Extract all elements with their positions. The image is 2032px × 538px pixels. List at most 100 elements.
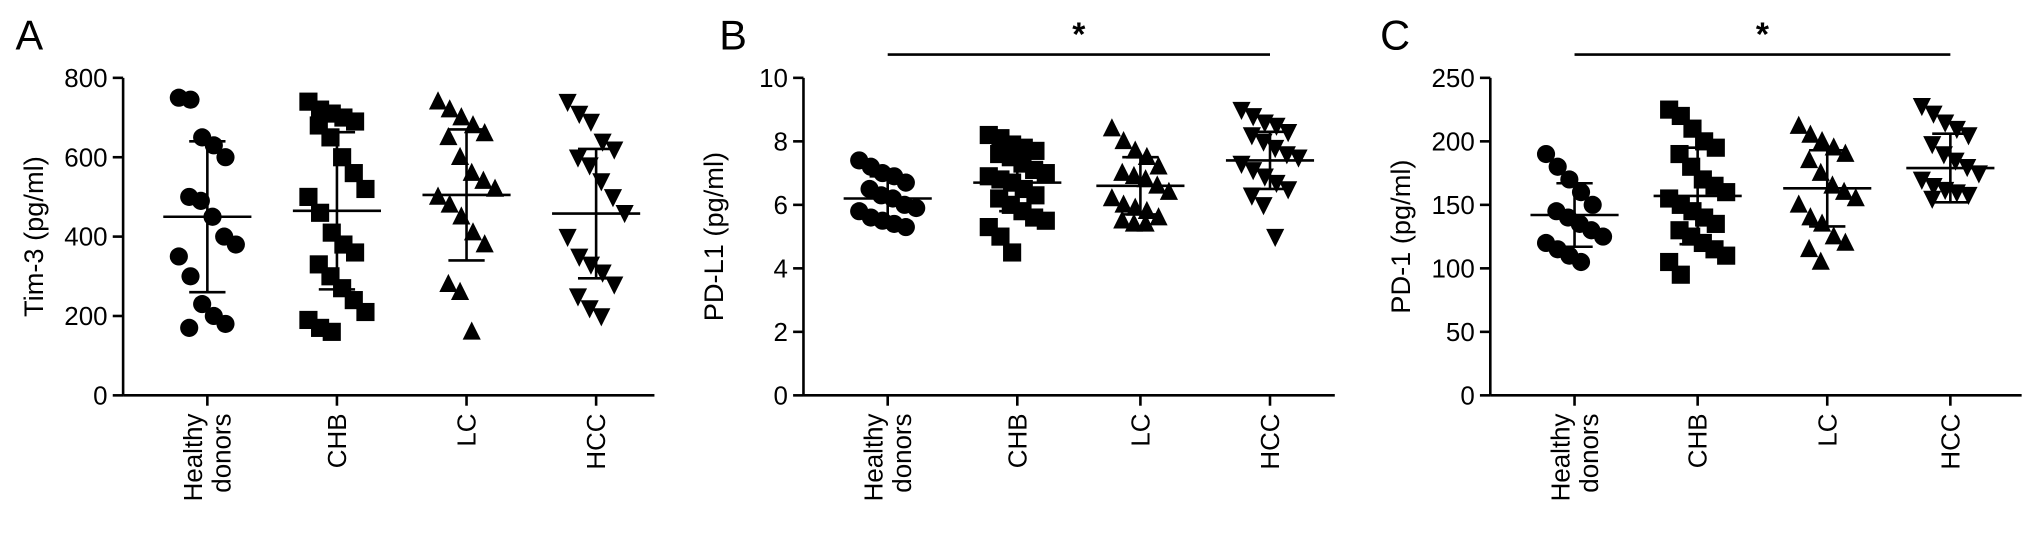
x-tick-label-line: HCC — [1257, 413, 1285, 469]
data-point — [1717, 246, 1736, 265]
y-tick-label: 400 — [64, 224, 107, 252]
x-tick-label-line: CHB — [324, 413, 352, 468]
x-tick-label-line: donors — [889, 413, 917, 492]
data-point — [1536, 144, 1556, 164]
x-tick-label: CHB — [324, 413, 352, 468]
y-axis-label: PD-1 (pg/ml) — [1385, 160, 1416, 314]
y-tick-label: 2 — [773, 319, 787, 347]
data-point — [311, 203, 330, 222]
data-point — [344, 164, 363, 183]
data-point — [1244, 162, 1263, 181]
data-point — [1835, 181, 1854, 200]
data-point — [1244, 108, 1263, 127]
x-tick-label: LC — [1127, 413, 1155, 446]
panel-label: B — [719, 11, 747, 58]
y-tick-label: 150 — [1432, 192, 1475, 220]
data-point — [1959, 186, 1978, 206]
data-point — [450, 281, 470, 300]
data-point — [452, 107, 471, 126]
x-tick-label-line: donors — [209, 413, 237, 492]
data-point — [1113, 162, 1132, 181]
data-point — [1267, 117, 1286, 136]
data-point — [1912, 98, 1931, 117]
data-point — [169, 247, 188, 266]
data-point — [1836, 232, 1855, 251]
x-tick-label-line: LC — [1814, 413, 1842, 446]
panel-label: C — [1380, 11, 1410, 58]
data-point — [1254, 133, 1273, 152]
data-point — [1266, 228, 1285, 247]
x-tick-label: HCC — [583, 413, 611, 469]
y-tick-label: 0 — [93, 382, 107, 410]
data-point — [1254, 197, 1273, 216]
data-point — [1947, 120, 1966, 140]
x-tick-label-line: Healthy — [1547, 413, 1575, 501]
data-point — [1114, 194, 1133, 213]
data-point — [1583, 195, 1602, 214]
y-tick-label: 6 — [773, 192, 787, 220]
x-tick-label: HCC — [1257, 413, 1285, 469]
y-tick-label: 50 — [1446, 319, 1475, 347]
data-point — [1801, 207, 1820, 226]
data-point — [1934, 146, 1953, 165]
data-point — [580, 300, 599, 319]
data-point — [428, 91, 448, 110]
data-point — [450, 146, 470, 166]
data-point — [1924, 105, 1943, 124]
x-tick-label-line: CHB — [1685, 413, 1713, 468]
data-point — [1124, 213, 1143, 232]
x-tick-label-line: Healthy — [861, 413, 889, 501]
x-tick-label: Healthydonors — [1547, 413, 1604, 501]
data-point — [605, 141, 624, 160]
data-point — [322, 322, 341, 341]
data-point — [1159, 181, 1178, 200]
y-tick-label: 4 — [773, 255, 787, 283]
data-point — [462, 321, 481, 340]
data-point — [1959, 127, 1978, 146]
data-point — [896, 173, 915, 192]
x-tick-label: CHB — [1004, 413, 1032, 468]
data-point — [216, 314, 235, 333]
data-point — [570, 105, 589, 124]
data-point — [1936, 114, 1955, 133]
data-point — [1717, 183, 1736, 202]
y-tick-label: 10 — [759, 65, 788, 93]
data-point — [1789, 194, 1808, 213]
data-point — [463, 222, 483, 241]
data-point — [603, 189, 623, 208]
data-point — [1003, 243, 1022, 262]
data-point — [439, 273, 458, 293]
data-point — [1026, 186, 1045, 205]
data-point — [1789, 115, 1808, 134]
data-point — [1036, 164, 1055, 183]
data-point — [1811, 162, 1830, 181]
data-point — [1149, 156, 1168, 175]
data-point — [1671, 265, 1690, 284]
y-axis-label: PD-L1 (pg/ml) — [698, 152, 729, 321]
data-point — [558, 228, 577, 247]
data-point — [1102, 118, 1121, 137]
data-point — [1036, 211, 1055, 230]
data-point — [180, 318, 199, 337]
data-point — [1824, 226, 1843, 245]
data-point — [593, 133, 612, 152]
data-point — [1800, 150, 1819, 169]
y-tick-label: 600 — [64, 144, 107, 172]
y-tick-label: 800 — [64, 65, 107, 93]
x-tick-label-line: HCC — [583, 413, 611, 469]
x-tick-label: Healthydonors — [180, 413, 237, 501]
y-tick-label: 0 — [773, 382, 787, 410]
significance-label: * — [1072, 16, 1086, 53]
data-point — [1812, 130, 1832, 150]
data-point — [1923, 136, 1942, 155]
data-point — [191, 191, 210, 210]
data-point — [475, 123, 494, 142]
y-tick-label: 0 — [1460, 382, 1474, 410]
y-tick-label: 200 — [64, 303, 107, 331]
data-point — [1548, 157, 1567, 176]
y-tick-label: 250 — [1432, 65, 1475, 93]
data-point — [1114, 130, 1133, 150]
data-point — [440, 194, 459, 213]
data-point — [568, 288, 588, 307]
